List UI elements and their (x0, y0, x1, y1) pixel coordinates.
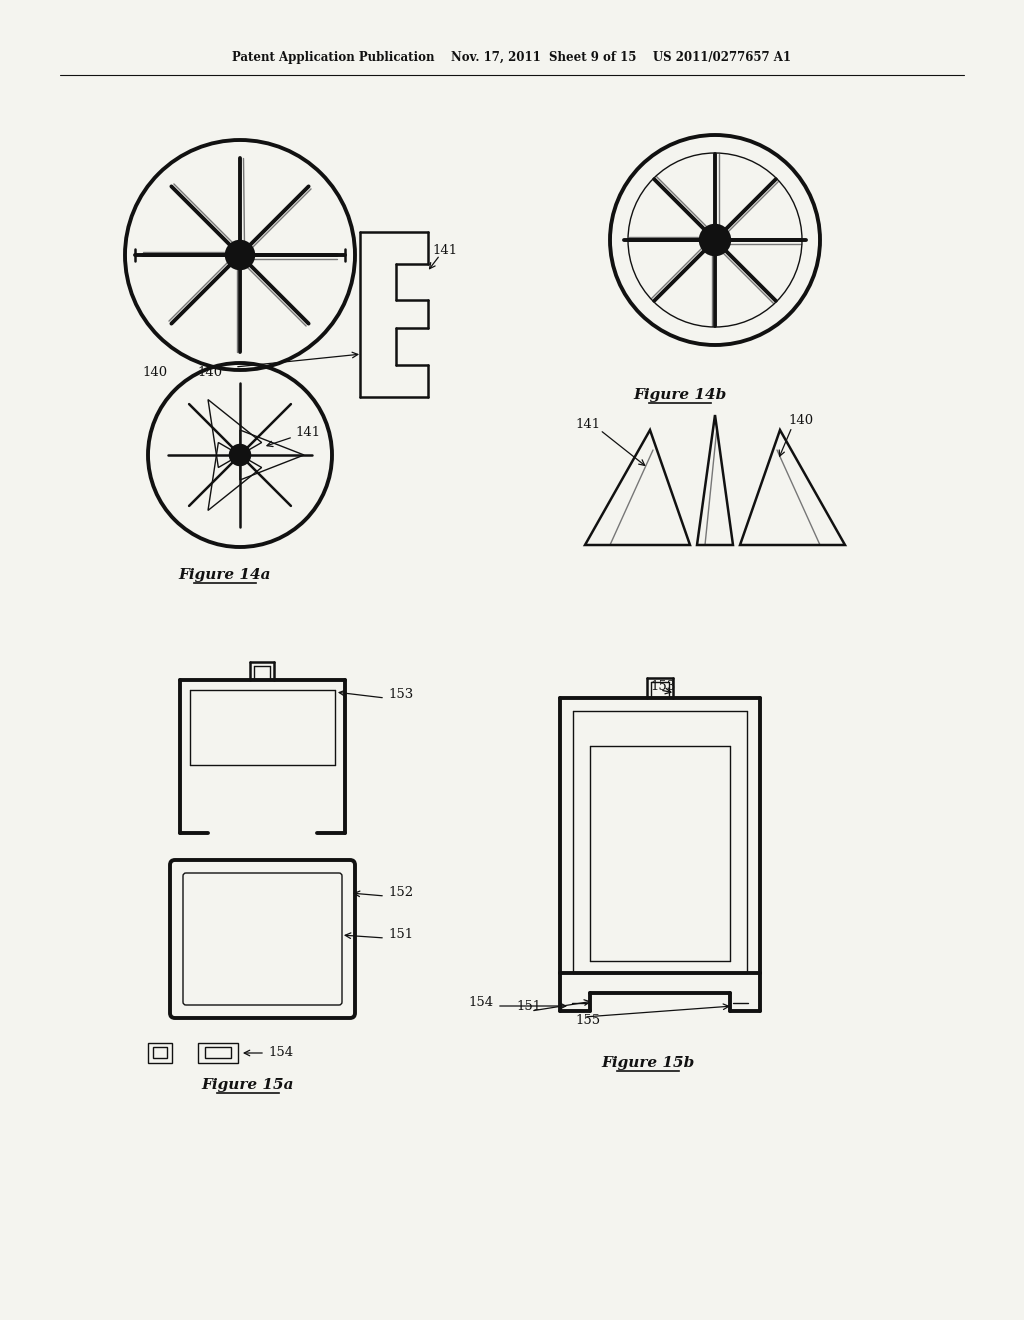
Text: 141: 141 (575, 418, 600, 432)
Text: Figure 15a: Figure 15a (202, 1078, 294, 1092)
Text: 155: 155 (575, 1015, 600, 1027)
Circle shape (234, 450, 245, 459)
Bar (198, 1043, 238, 1063)
Text: 154: 154 (468, 997, 494, 1010)
Circle shape (709, 234, 721, 246)
Text: 141: 141 (295, 425, 321, 438)
Text: Patent Application Publication    Nov. 17, 2011  Sheet 9 of 15    US 2011/027765: Patent Application Publication Nov. 17, … (232, 51, 792, 65)
Text: Figure 15b: Figure 15b (601, 1056, 694, 1071)
Text: 153: 153 (388, 689, 414, 701)
Text: Figure 14a: Figure 14a (179, 568, 271, 582)
Text: 154: 154 (268, 1047, 293, 1060)
Text: 140: 140 (142, 367, 168, 380)
Circle shape (700, 224, 730, 255)
Text: 141: 141 (432, 243, 457, 256)
Text: 140: 140 (788, 413, 813, 426)
Text: 152: 152 (388, 887, 413, 899)
Text: 151: 151 (516, 999, 541, 1012)
Circle shape (226, 242, 254, 269)
Bar (205, 1047, 231, 1059)
Circle shape (230, 445, 250, 465)
Text: 140: 140 (198, 367, 222, 380)
Text: 153: 153 (650, 680, 675, 693)
Circle shape (233, 248, 247, 261)
Text: 151: 151 (388, 928, 413, 941)
Bar (148, 1043, 172, 1063)
Bar (153, 1047, 167, 1059)
Text: Figure 14b: Figure 14b (634, 388, 727, 403)
